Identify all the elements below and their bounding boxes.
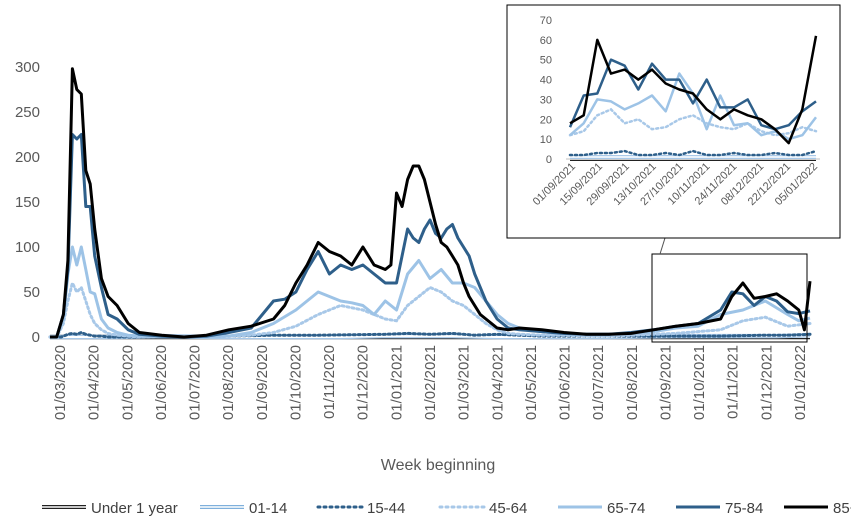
legend-label: 01-14 — [249, 500, 287, 517]
legend-label: Under 1 year — [91, 500, 178, 517]
x-tick-label: 01/08/2020 — [220, 345, 237, 420]
x-tick-label: 01/04/2021 — [489, 345, 506, 420]
legend-label: 15-44 — [367, 500, 405, 517]
inset-y-tick-label: 60 — [540, 35, 552, 47]
x-tick-label: 01/12/2020 — [355, 345, 372, 420]
inset-series-line — [569, 35, 818, 145]
x-tick-label: 01/05/2020 — [119, 345, 136, 420]
x-tick-label: 01/11/2021 — [725, 345, 742, 419]
legend-item: 45-64 — [438, 500, 527, 517]
inset-y-tick-label: 10 — [540, 134, 552, 146]
x-tick-label: 01/08/2021 — [624, 345, 641, 420]
x-tick-label: 01/06/2021 — [557, 345, 574, 420]
inset-y-tick-label: 0 — [546, 154, 552, 166]
x-tick-label: 01/03/2021 — [456, 345, 473, 420]
inset-y-axis: 0 10 20 30 40 50 60 70 — [540, 15, 552, 166]
legend-label: 45-64 — [489, 500, 527, 517]
main-series-line — [50, 67, 812, 339]
inset-y-tick-label: 20 — [540, 114, 552, 126]
inset-series-3 — [568, 107, 818, 137]
x-tick-label: 01/01/2021 — [388, 345, 405, 420]
x-tick-label: 01/10/2021 — [691, 345, 708, 420]
main-y-axis: 0 50 100 150 200 250 300 — [15, 59, 40, 346]
y-tick-label: 150 — [15, 194, 40, 211]
zoom-highlight-box — [651, 253, 808, 343]
legend-item: 85+ — [784, 500, 851, 517]
zoom-connector-line — [659, 237, 666, 255]
legend: Under 1 year 01-14 15-44 45-64 65-74 75-84 85+ — [42, 500, 851, 517]
inset-series-2 — [568, 149, 818, 157]
x-tick-label: 01/09/2021 — [658, 345, 675, 420]
x-tick-label: 01/10/2020 — [288, 345, 305, 420]
x-tick-label: 01/09/2020 — [254, 345, 271, 420]
y-tick-label: 100 — [15, 239, 40, 256]
inset-series — [568, 35, 818, 161]
inset-y-tick-label: 50 — [540, 55, 552, 67]
inset-series-6 — [569, 35, 818, 145]
main-series — [48, 67, 812, 340]
legend-label: 65-74 — [607, 500, 645, 517]
x-tick-label: 01/07/2020 — [187, 345, 204, 420]
x-tick-label: 01/07/2021 — [590, 345, 607, 420]
y-tick-label: 300 — [15, 59, 40, 76]
y-tick-label: 250 — [15, 104, 40, 121]
y-tick-label: 200 — [15, 149, 40, 166]
legend-label: 85+ — [833, 500, 851, 517]
main-series-6 — [50, 67, 812, 339]
x-tick-label: 01/04/2020 — [86, 345, 103, 420]
x-tick-label: 01/03/2020 — [52, 345, 69, 420]
inset-y-tick-label: 30 — [540, 94, 552, 106]
x-tick-label: 01/05/2021 — [523, 345, 540, 420]
x-tick-label: 01/11/2020 — [321, 345, 338, 419]
legend-item: Under 1 year — [42, 500, 178, 517]
y-tick-label: 0 — [32, 329, 40, 346]
inset-series-line — [568, 149, 818, 157]
legend-item: 15-44 — [316, 500, 405, 517]
legend-label: 75-84 — [725, 500, 763, 517]
inset-y-tick-label: 40 — [540, 75, 552, 87]
x-tick-label: 01/12/2021 — [758, 345, 775, 420]
x-tick-label: 01/06/2020 — [153, 345, 170, 420]
inset-frame — [506, 4, 841, 239]
x-axis-title: Week beginning — [381, 457, 495, 474]
main-series-3 — [48, 278, 812, 339]
x-tick-label: 01/01/2022 — [792, 345, 809, 420]
main-x-axis: 01/03/2020 01/04/2020 01/05/2020 01/06/2020… — [52, 345, 809, 420]
x-tick-label: 01/02/2021 — [422, 345, 439, 420]
inset-series-line — [568, 107, 818, 137]
main-series-line — [48, 278, 812, 339]
y-tick-label: 50 — [23, 284, 40, 301]
legend-item: 01-14 — [200, 500, 287, 517]
inset-y-tick-label: 70 — [540, 15, 552, 27]
legend-item: 65-74 — [558, 500, 645, 517]
legend-item: 75-84 — [676, 500, 763, 517]
